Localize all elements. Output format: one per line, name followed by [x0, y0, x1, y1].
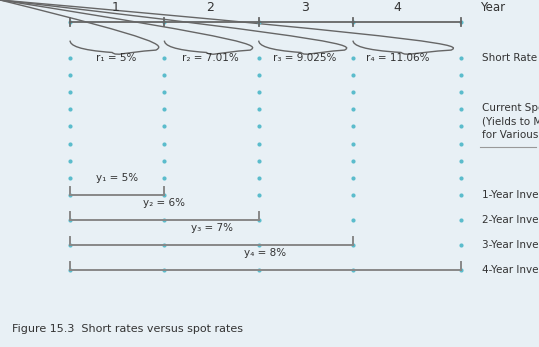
- Text: r₃ = 9.025%: r₃ = 9.025%: [273, 53, 336, 63]
- Text: r₄ = 11.06%: r₄ = 11.06%: [366, 53, 430, 63]
- Text: Figure 15.3  Short rates versus spot rates: Figure 15.3 Short rates versus spot rate…: [12, 324, 243, 334]
- Text: Year: Year: [480, 1, 505, 14]
- Text: y₁ = 5%: y₁ = 5%: [96, 173, 139, 183]
- Text: 4: 4: [394, 1, 402, 14]
- Text: y₂ = 6%: y₂ = 6%: [143, 198, 185, 208]
- Text: 3: 3: [301, 1, 308, 14]
- Text: 2-Year Investment: 2-Year Investment: [482, 215, 539, 225]
- Text: 4-Year Investment: 4-Year Investment: [482, 265, 539, 275]
- Text: y₄ = 8%: y₄ = 8%: [244, 248, 287, 258]
- Text: 2: 2: [206, 1, 214, 14]
- Text: Current Spot Rates
(Yields to Maturity)
for Various Maturities: Current Spot Rates (Yields to Maturity) …: [482, 103, 539, 141]
- Text: y₃ = 7%: y₃ = 7%: [191, 223, 232, 233]
- Text: Short Rate in Each Year: Short Rate in Each Year: [482, 53, 539, 63]
- Text: r₂ = 7.01%: r₂ = 7.01%: [182, 53, 239, 63]
- Text: r₁ = 5%: r₁ = 5%: [96, 53, 136, 63]
- Text: 1: 1: [112, 1, 120, 14]
- Text: 3-Year Investment: 3-Year Investment: [482, 240, 539, 250]
- Text: 1-Year Investment: 1-Year Investment: [482, 190, 539, 200]
